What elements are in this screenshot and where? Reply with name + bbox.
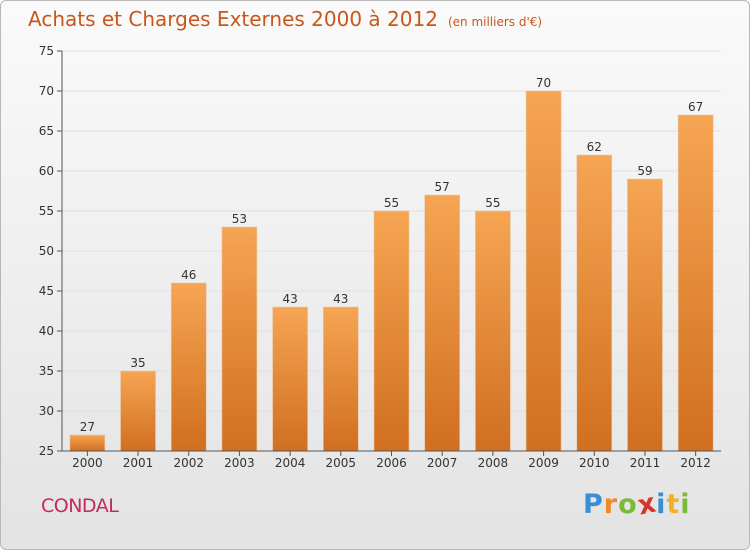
x-tick-label: 2005 [326,456,357,470]
value-label: 70 [536,76,551,90]
bar-2000 [69,434,106,452]
y-tick-label: 50 [39,244,54,258]
bar-2006 [373,210,410,452]
bar-2012 [677,114,714,452]
bar-2003 [221,226,258,452]
bar-2010 [576,154,613,452]
logo-letter: t [666,489,681,520]
value-label: 55 [485,196,500,210]
y-tick-label: 30 [39,404,54,418]
bar-2002 [170,282,207,452]
x-tick-label: 2009 [528,456,559,470]
value-label: 59 [637,164,652,178]
bar-2004 [272,306,308,452]
logo-letter: o [618,489,638,520]
value-label: 57 [435,180,450,194]
x-tick-label: 2012 [680,456,711,470]
y-tick-label: 60 [39,164,54,178]
value-label: 55 [384,196,399,210]
logo-letter: r [603,489,619,520]
bars [69,90,714,452]
value-label: 62 [587,140,602,154]
place-name: CONDAL [41,495,119,517]
x-tick-label: 2000 [72,456,103,470]
proxiti-logo: Proxiti [583,487,691,521]
axes: 25 30 35 40 45 50 55 60 65 70 75 2000 2001 2002 2003 20… [39,44,721,470]
value-label: 43 [282,292,297,306]
logo-letter: i [680,489,691,520]
x-tick-label: 2007 [427,456,458,470]
chart-subtitle: (en milliers d'€) [447,15,543,29]
logo-letter: i [656,489,667,520]
y-tick-label: 55 [39,204,54,218]
chart-title: Achats et Charges Externes 2000 à 2012 [28,7,438,31]
value-label: 43 [333,292,348,306]
y-tick-label: 70 [39,84,54,98]
value-label: 67 [688,100,703,114]
x-tick-label: 2003 [224,456,255,470]
x-tick-label: 2010 [579,456,610,470]
x-tick-label: 2001 [123,456,154,470]
logo-letter: P [583,489,604,520]
x-tick-label: 2006 [376,456,407,470]
value-label: 27 [80,420,95,434]
x-tick-label: 2004 [275,456,306,470]
value-labels: 27 35 46 53 43 43 55 57 55 70 62 59 67 [80,76,704,434]
y-tick-label: 25 [39,444,54,458]
bar-2001 [120,370,156,452]
value-label: 53 [232,212,247,226]
y-tick-label: 40 [39,324,54,338]
y-tick-label: 45 [39,284,54,298]
x-tick-label: 2011 [630,456,661,470]
x-tick-label: 2002 [173,456,204,470]
bar-2007 [424,194,460,452]
y-tick-label: 65 [39,124,54,138]
x-tick-label: 2008 [478,456,509,470]
y-tick-label: 35 [39,364,54,378]
title-row: Achats et Charges Externes 2000 à 2012 (e… [28,7,542,31]
y-tick-label: 75 [39,44,54,58]
bar-2009 [525,90,562,452]
value-label: 46 [181,268,196,282]
value-label: 35 [130,356,145,370]
bar-2008 [475,210,511,452]
bar-2011 [627,178,663,452]
bar-2005 [323,306,359,452]
